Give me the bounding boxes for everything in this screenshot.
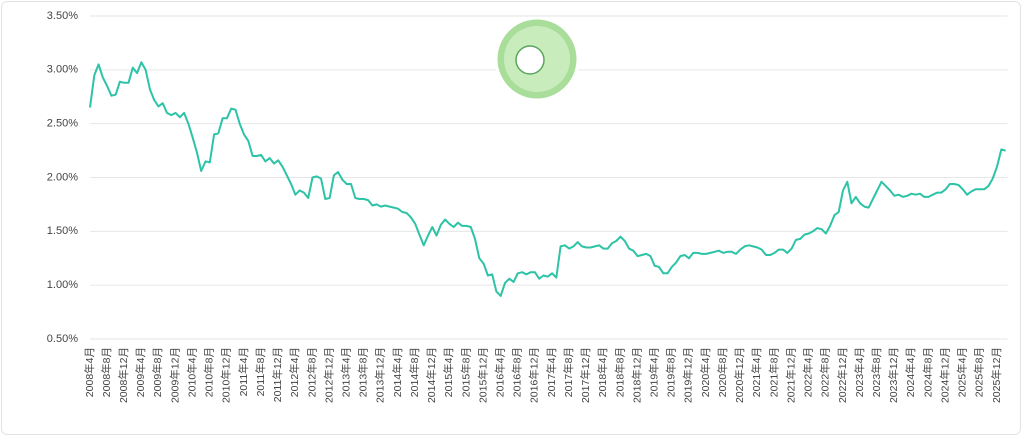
x-tick-label: 2020年8月 [716,347,729,397]
x-tick-label: 2013年4月 [339,347,352,397]
x-tick-label: 2010年12月 [220,347,233,403]
y-tick-label: 1.00% [47,279,78,291]
x-tick-label: 2011年4月 [237,347,250,396]
x-tick-label: 2017年12月 [579,347,592,403]
x-tick-label: 2010年8月 [203,347,216,397]
y-tick-label: 3.00% [47,64,78,76]
x-tick-label: 2016年4月 [493,347,506,397]
x-tick-label: 2019年4月 [648,347,661,397]
x-tick-label: 2015年8月 [459,347,472,397]
x-tick-label: 2009年4月 [134,347,147,397]
x-tick-label: 2008年8月 [100,347,113,397]
x-tick-label: 2017年4月 [545,347,558,397]
y-tick-label: 2.50% [47,118,78,130]
x-tick-label: 2013年12月 [374,347,387,403]
x-tick-label: 2023年4月 [853,347,866,397]
x-tick-label: 2020年4月 [699,347,712,397]
x-tick-label: 2016年12月 [528,347,541,403]
x-tick-label: 2014年12月 [425,347,438,403]
x-tick-label: 2024年12月 [938,347,951,403]
x-tick-label: 2018年8月 [613,347,626,397]
x-tick-label: 2021年8月 [767,347,780,397]
x-tick-label: 2023年12月 [887,347,900,403]
x-tick-label: 2020年12月 [733,347,746,403]
x-tick-label: 2014年4月 [391,347,404,397]
x-tick-label: 2025年12月 [990,347,1003,403]
x-tick-label: 2012年12月 [322,347,335,403]
x-tick-label: 2025年8月 [973,347,986,397]
x-tick-label: 2011年8月 [254,347,267,396]
x-tick-label: 2015年12月 [476,347,489,403]
y-tick-label: 3.50% [47,10,78,22]
x-tick-label: 2021年12月 [784,347,797,403]
x-tick-label: 2012年8月 [305,347,318,397]
x-tick-label: 2016年8月 [511,347,524,397]
x-tick-label: 2009年8月 [151,347,164,397]
x-tick-label: 2015年4月 [442,347,455,397]
x-tick-label: 2014年8月 [408,347,421,397]
y-tick-label: 2.00% [47,171,78,183]
x-tick-label: 2019年8月 [665,347,678,397]
x-tick-label: 2021年4月 [750,347,763,397]
x-tick-label: 2025年4月 [956,347,969,397]
y-tick-label: 1.50% [47,225,78,237]
x-tick-label: 2012年4月 [288,347,301,397]
logo [494,16,580,102]
x-tick-label: 2013年8月 [357,347,370,397]
x-tick-label: 2022年4月 [802,347,815,397]
x-tick-label: 2009年12月 [168,347,181,403]
x-tick-label: 2023年8月 [870,347,883,397]
x-tick-label: 2017年8月 [562,347,575,397]
data-line [89,61,1006,297]
y-tick-label: 0.50% [47,333,78,345]
x-tick-label: 2022年8月 [819,347,832,397]
x-tick-label: 2010年4月 [185,347,198,397]
x-tick-label: 2024年4月 [904,347,917,397]
x-tick-label: 2019年12月 [682,347,695,403]
x-tick-label: 2024年8月 [921,347,934,397]
x-tick-label: 2008年4月 [83,347,96,397]
x-tick-label: 2018年4月 [596,347,609,397]
x-tick-label: 2008年12月 [117,347,130,403]
x-tick-label: 2018年12月 [630,347,643,403]
x-tick-label: 2011年12月 [271,347,284,402]
x-tick-label: 2022年12月 [836,347,849,403]
